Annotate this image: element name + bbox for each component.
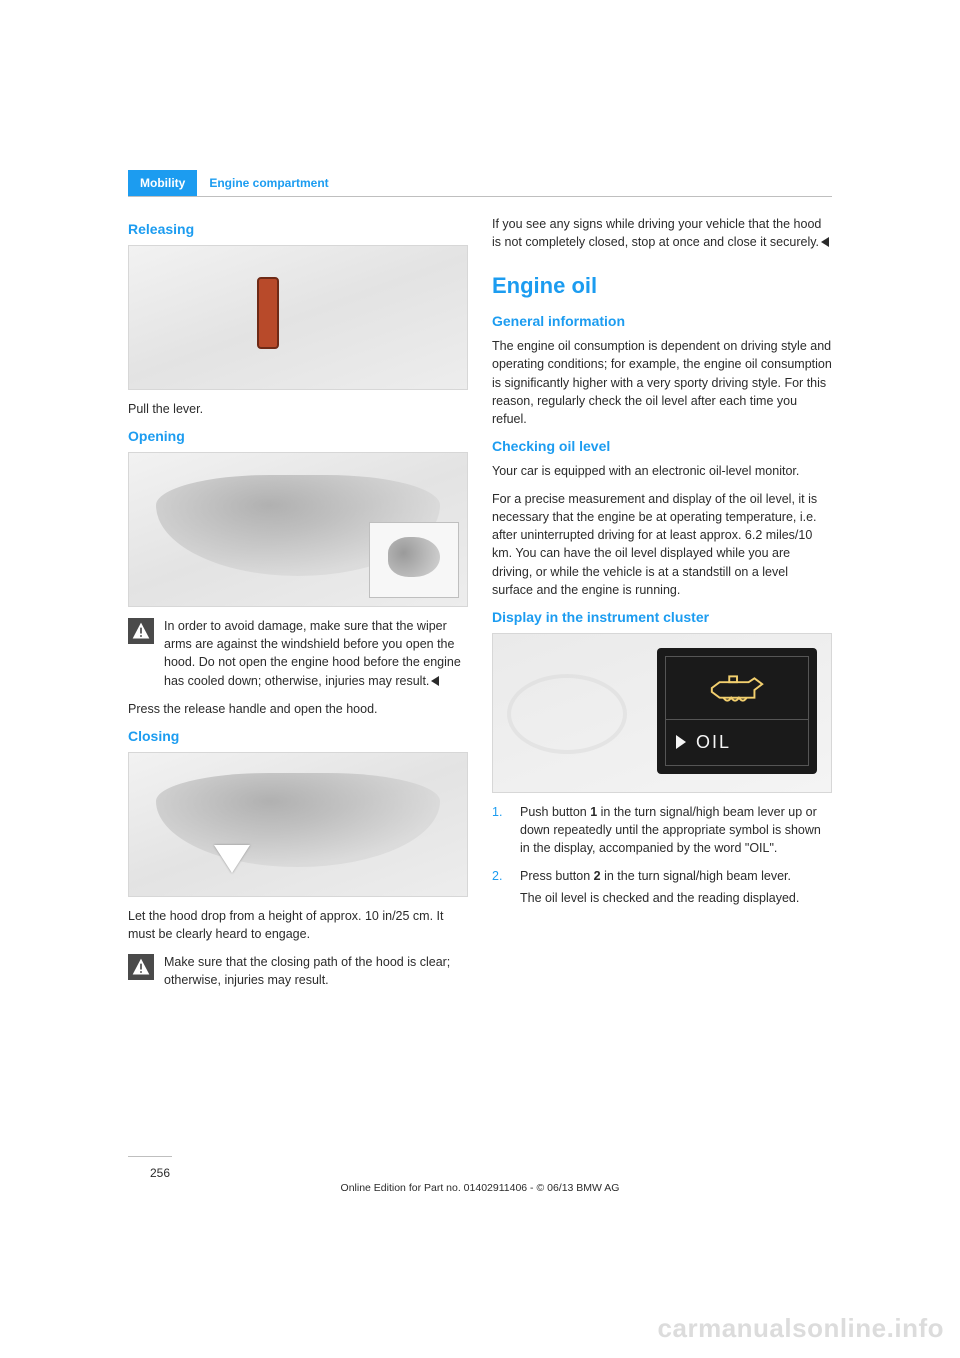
heading-opening: Opening — [128, 428, 468, 444]
inset-hand-illustration — [369, 522, 459, 598]
step-2-text-b: in the turn signal/high beam lever. — [601, 869, 791, 883]
warning-icon — [128, 954, 154, 980]
oil-can-icon — [665, 656, 809, 720]
checking-p2: For a precise measurement and display of… — [492, 490, 832, 599]
closing-body: Let the hood drop from a height of appro… — [128, 907, 468, 943]
step-2-bold: 2 — [594, 869, 601, 883]
triangle-right-icon — [676, 735, 686, 749]
figure-releasing — [128, 245, 468, 390]
oil-label-row: OIL — [665, 720, 809, 766]
step-2-body: Press button 2 in the turn signal/high b… — [520, 867, 832, 907]
tab-engine-compartment: Engine compartment — [197, 170, 340, 196]
gauge-illustration — [507, 674, 627, 754]
step-2-num: 2. — [492, 867, 510, 907]
watermark-text: carmanualsonline.info — [658, 1313, 944, 1344]
step-2: 2. Press button 2 in the turn signal/hig… — [492, 867, 832, 907]
end-mark-icon — [431, 676, 439, 686]
figure-opening — [128, 452, 468, 607]
page-content: Mobility Engine compartment Releasing Pu… — [128, 170, 832, 999]
step-2-text-a: Press button — [520, 869, 594, 883]
two-column-layout: Releasing Pull the lever. Opening In ord… — [128, 215, 832, 999]
general-info-body: The engine oil consumption is dependent … — [492, 337, 832, 428]
arrow-down-icon — [214, 845, 250, 873]
heading-closing: Closing — [128, 728, 468, 744]
hood-illustration-2 — [156, 773, 440, 867]
steps-list: 1. Push button 1 in the turn signal/high… — [492, 803, 832, 908]
checking-p1: Your car is equipped with an electronic … — [492, 462, 832, 480]
end-mark-icon — [821, 237, 829, 247]
oil-display-panel: OIL — [657, 648, 817, 774]
intro-paragraph: If you see any signs while driving your … — [492, 215, 832, 251]
warning-opening-body: In order to avoid damage, make sure that… — [164, 619, 461, 687]
warning-closing-body: Make sure that the closing path of the h… — [164, 955, 450, 987]
header-tabs: Mobility Engine compartment — [128, 170, 832, 197]
right-column: If you see any signs while driving your … — [492, 215, 832, 999]
tab-mobility: Mobility — [128, 170, 197, 196]
footer-copyright: Online Edition for Part no. 01402911406 … — [341, 1182, 620, 1194]
heading-display-cluster: Display in the instrument cluster — [492, 609, 832, 625]
warning-opening-text: In order to avoid damage, make sure that… — [164, 617, 468, 690]
intro-text: If you see any signs while driving your … — [492, 217, 821, 249]
lever-illustration — [257, 277, 279, 349]
heading-checking-oil: Checking oil level — [492, 438, 832, 454]
figure-display-cluster: OIL — [492, 633, 832, 793]
step-1: 1. Push button 1 in the turn signal/high… — [492, 803, 832, 857]
step-1-body: Push button 1 in the turn signal/high be… — [520, 803, 832, 857]
heading-releasing: Releasing — [128, 221, 468, 237]
warning-opening: In order to avoid damage, make sure that… — [128, 617, 468, 700]
page-number: 256 — [150, 1166, 170, 1180]
oil-label-text: OIL — [696, 732, 731, 753]
warning-closing: Make sure that the closing path of the h… — [128, 953, 468, 999]
opening-after-text: Press the release handle and open the ho… — [128, 700, 468, 718]
heading-engine-oil: Engine oil — [492, 273, 832, 299]
left-column: Releasing Pull the lever. Opening In ord… — [128, 215, 468, 999]
caption-releasing: Pull the lever. — [128, 400, 468, 418]
figure-closing — [128, 752, 468, 897]
step-1-num: 1. — [492, 803, 510, 857]
warning-icon — [128, 618, 154, 644]
footer-rule — [128, 1156, 172, 1157]
step-1-text-a: Push button — [520, 805, 590, 819]
step-2-sub: The oil level is checked and the reading… — [520, 889, 832, 907]
warning-closing-text: Make sure that the closing path of the h… — [164, 953, 468, 989]
heading-general-info: General information — [492, 313, 832, 329]
